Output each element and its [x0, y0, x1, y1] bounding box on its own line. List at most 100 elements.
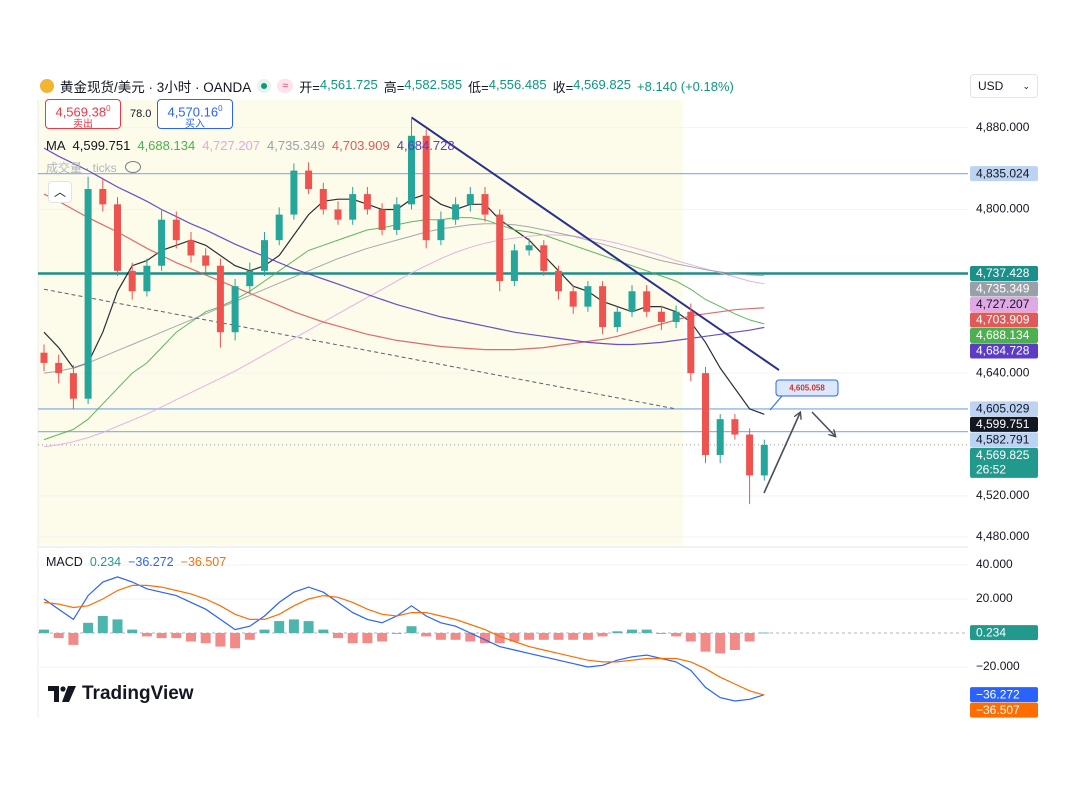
- currency-select[interactable]: USD ⌄: [970, 74, 1038, 98]
- candle-body: [760, 444, 768, 476]
- price-tag-label: 0.234: [976, 625, 1006, 639]
- arrow-down: [811, 411, 835, 436]
- candle-body: [613, 311, 621, 328]
- histogram-bar: [744, 633, 755, 642]
- histogram-bar: [568, 633, 579, 640]
- candle-body: [378, 209, 386, 230]
- callout-text: 4,605.058: [789, 384, 825, 393]
- candle-body: [99, 189, 107, 205]
- sell-price: 4,569.38: [55, 104, 107, 120]
- price-tag-label: 4,582.791: [976, 433, 1030, 447]
- trendline: [410, 116, 780, 371]
- candle-body: [657, 311, 665, 322]
- moving-average: [43, 147, 765, 346]
- candle-body: [305, 170, 313, 189]
- histogram-bar: [671, 633, 682, 637]
- histogram-bar: [612, 631, 623, 633]
- candle-body: [731, 419, 739, 435]
- y-tick-label: 4,520.000: [976, 488, 1030, 502]
- candle-body: [599, 286, 607, 328]
- candle-body: [525, 245, 533, 251]
- macd-legend: MACD 0.234 −36.272 −36.507: [46, 553, 226, 571]
- currency-label: USD: [978, 79, 1004, 93]
- candle-body: [202, 255, 210, 266]
- candle-body: [422, 135, 430, 241]
- volume-label: 成交量 · ticks: [46, 160, 117, 175]
- histogram-bar: [127, 629, 138, 633]
- candle-body: [349, 194, 357, 220]
- price-change: +8.140 (+0.18%): [637, 78, 734, 94]
- ma-legend-value: 4,688.134: [137, 137, 196, 153]
- collapse-button[interactable]: ︿: [48, 181, 72, 203]
- histogram-bar: [141, 633, 152, 637]
- ohlc-value: 4,556.485: [488, 76, 547, 92]
- price-tag-label: 4,569.825: [976, 448, 1030, 462]
- histogram-bar: [377, 633, 388, 642]
- candle-body: [290, 170, 298, 215]
- y-tick-label: 4,800.000: [976, 202, 1030, 216]
- candle-body: [114, 204, 121, 271]
- ohlc-item: 收= 4,569.825: [553, 77, 631, 96]
- candle-body: [143, 265, 151, 292]
- candle-body: [466, 194, 474, 205]
- symbol-icon: [40, 79, 54, 93]
- data-icon[interactable]: ≈: [277, 79, 294, 93]
- price-tag: [970, 687, 1038, 703]
- buy-price: 4,570.16: [167, 104, 219, 120]
- ma-legend-value: 4,599.751: [72, 137, 131, 153]
- candle-body: [187, 240, 195, 256]
- histogram-bar: [685, 633, 696, 642]
- histogram-bar: [553, 633, 564, 640]
- candle-body: [687, 311, 695, 374]
- candle-body: [246, 270, 254, 287]
- ohlc-value: 4,561.725: [319, 76, 378, 92]
- logo-mark: [48, 686, 76, 702]
- sell-label: 卖出: [73, 119, 93, 131]
- ohlc-item: 低= 4,556.485: [468, 77, 546, 96]
- candle-body: [363, 194, 371, 210]
- candle-body: [643, 291, 651, 312]
- symbol-title: 黄金现货/美元 · 3小时 · OANDA: [60, 80, 252, 95]
- y-tick-label: 4,640.000: [976, 365, 1030, 379]
- ohlc-label: 开=: [299, 79, 320, 95]
- histogram-bar: [597, 633, 608, 637]
- histogram-bar: [347, 633, 358, 644]
- price-tag: [970, 327, 1038, 343]
- price-tag: [970, 401, 1038, 417]
- brand-logo: TradingView: [48, 683, 194, 705]
- moving-average: [43, 223, 765, 374]
- spread: 78.0: [130, 108, 152, 120]
- histogram-bar: [406, 626, 417, 633]
- histogram-bar: [303, 621, 314, 633]
- candle-body: [437, 219, 445, 241]
- histogram-bar: [274, 621, 285, 633]
- histogram-bar: [259, 629, 270, 633]
- caret: ⌄: [1022, 81, 1030, 91]
- sell-button[interactable]: 4,569.380 卖出: [45, 99, 121, 131]
- candle-body: [261, 240, 268, 271]
- candle-body: [628, 291, 636, 312]
- candle-body: [334, 209, 342, 220]
- candle-body: [510, 250, 518, 282]
- macd-line: [43, 576, 765, 702]
- price-tag: [970, 702, 1038, 718]
- market-status[interactable]: [257, 79, 272, 93]
- candle-body: [40, 352, 48, 363]
- histogram-bar: [186, 633, 196, 642]
- logo-text: TradingView: [82, 683, 194, 704]
- buy-button[interactable]: 4,570.160 买入: [157, 99, 233, 130]
- price-tag: [970, 166, 1038, 182]
- candle-body: [481, 194, 489, 215]
- histogram-bar: [759, 632, 770, 634]
- histogram-bar: [656, 633, 667, 634]
- sell-digit: 0: [106, 104, 111, 113]
- candle-body: [452, 204, 460, 220]
- histogram-bar: [230, 633, 241, 649]
- candle-body: [216, 265, 224, 333]
- visibility-toggle[interactable]: [124, 161, 141, 173]
- histogram-bar: [244, 633, 255, 640]
- ohlc-label: 高=: [383, 79, 405, 95]
